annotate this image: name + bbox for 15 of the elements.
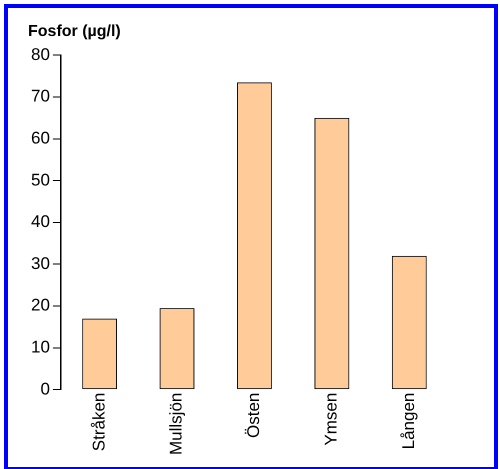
x-tick-label: Mullsjön <box>166 392 186 456</box>
x-tick-label: Lången <box>398 392 418 450</box>
x-tick-label: Ymsen <box>322 392 341 446</box>
chart-title: Fosfor (µg/l) <box>28 23 121 40</box>
x-tick-label: Stråken <box>89 392 108 452</box>
x-tick-label: Östen <box>244 392 264 438</box>
y-tick-label: 70 <box>30 86 50 106</box>
y-tick-label: 80 <box>30 44 50 64</box>
y-tick-label: 20 <box>30 296 50 315</box>
y-tick-label: 0 <box>40 379 50 398</box>
y-tick-label: 30 <box>30 254 50 273</box>
y-tick-label: 10 <box>30 338 50 357</box>
y-tick-label: 60 <box>30 128 50 148</box>
y-tick-label: 50 <box>30 170 50 190</box>
y-tick-label: 40 <box>30 212 50 232</box>
